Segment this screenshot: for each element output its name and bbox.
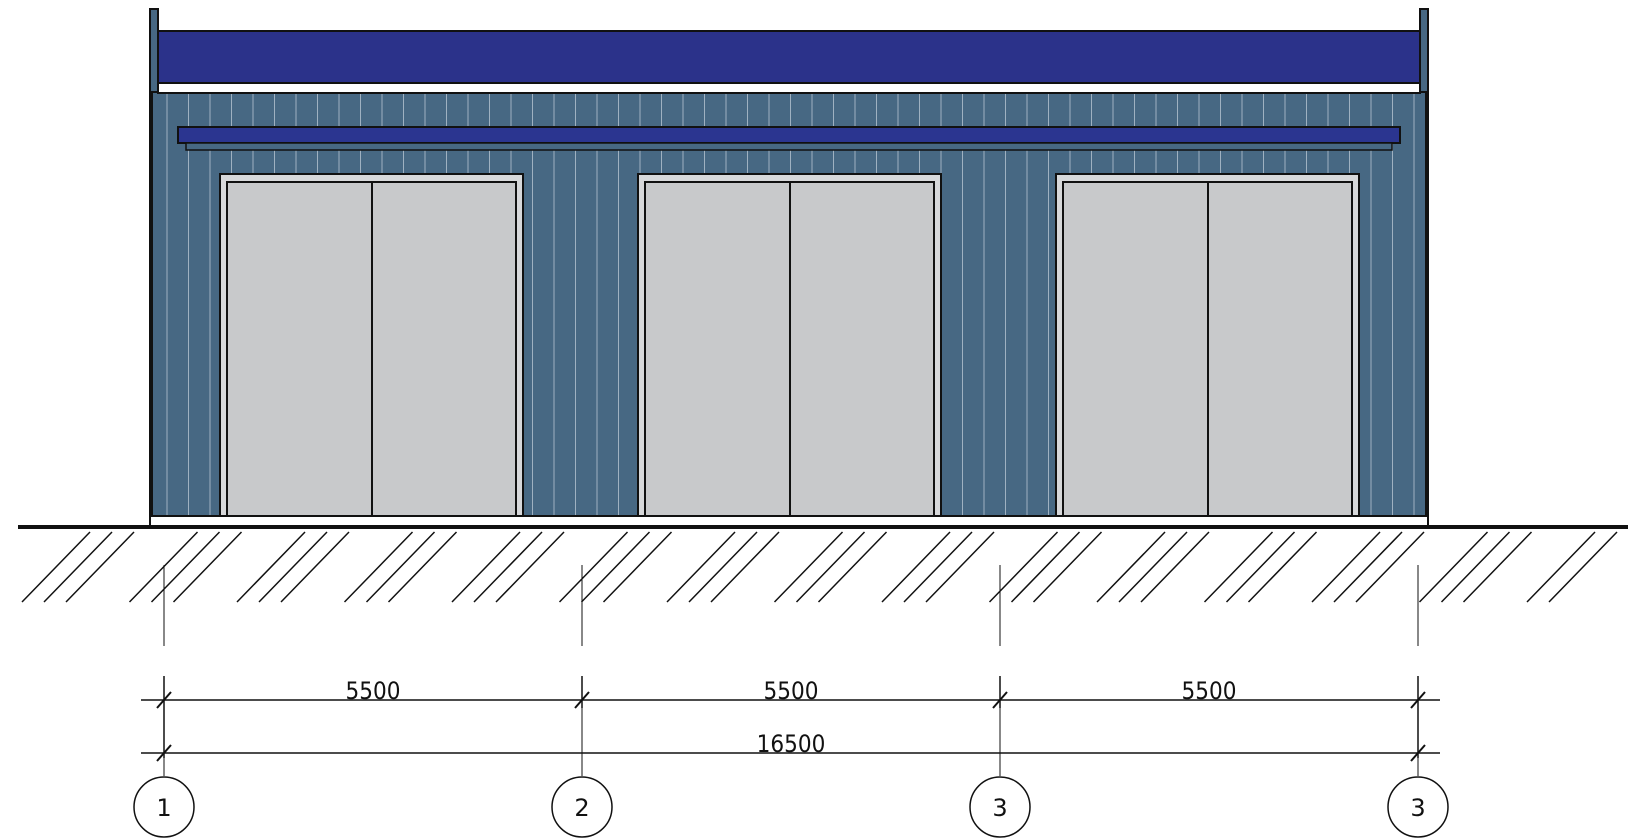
hatch-line (1333, 531, 1403, 603)
hatch-line (710, 531, 780, 603)
hatch-line (150, 531, 221, 603)
hatch-line (795, 531, 866, 603)
hatch-line (387, 531, 458, 603)
hatch-line (1203, 531, 1274, 603)
hatch-line (903, 531, 973, 603)
hatch-line (1355, 531, 1425, 603)
axis-label-4: 3 (1410, 794, 1425, 822)
hatch-line (1225, 531, 1296, 603)
axis-marker-1 (133, 776, 195, 838)
hatch-line (1418, 531, 1489, 603)
hatch-line (881, 531, 951, 603)
axis-label-2: 2 (574, 794, 589, 822)
hatch-line (65, 531, 135, 603)
hatch-line (1118, 531, 1188, 603)
hatch-line (1311, 531, 1381, 603)
hatch-line (1247, 531, 1318, 603)
span-1-label: 5500 (346, 677, 401, 705)
hatch-line (988, 531, 1059, 603)
span-3-label: 5500 (1182, 677, 1237, 705)
door-leaf-right (371, 181, 517, 517)
hatch-line (558, 531, 629, 603)
hatch-line (925, 531, 995, 603)
hatch-line (236, 531, 306, 603)
hatch-line (258, 531, 328, 603)
axis-label-3: 3 (992, 794, 1007, 822)
hatch-line (21, 531, 91, 603)
hatch-line (451, 531, 521, 603)
canopy-soffit (185, 142, 1393, 151)
hatch-line (602, 531, 673, 603)
door-leaf-left (1062, 181, 1209, 517)
door-3 (1055, 173, 1360, 517)
canopy-band (177, 126, 1401, 144)
hatch-line (1526, 531, 1596, 603)
building (149, 8, 1429, 528)
hatch-line (43, 531, 113, 603)
hatch-line (688, 531, 758, 603)
axis-marker-2 (551, 776, 613, 838)
parapet-flashing (157, 82, 1421, 94)
overall-dimension-label: 16500 (757, 730, 826, 758)
hatch-line (1548, 531, 1618, 603)
hatch-line (817, 531, 888, 603)
hatch-line (1440, 531, 1511, 603)
axis-markers: 1 2 3 3 (133, 776, 1449, 838)
hatch-line (1462, 531, 1533, 603)
dimension-overall: 16500 (141, 730, 1440, 762)
door-2 (637, 173, 942, 517)
axis-marker-4 (1387, 776, 1449, 838)
axis-label-1: 1 (156, 794, 171, 822)
hatch-line (666, 531, 736, 603)
door-leaf-right (1207, 181, 1353, 517)
door-1 (219, 173, 524, 517)
hatch-line (473, 531, 543, 603)
axis-marker-3 (969, 776, 1031, 838)
parapet-band (157, 30, 1421, 84)
span-2-label: 5500 (764, 677, 819, 705)
dimension-chain-spans: 5500 5500 5500 (141, 676, 1440, 758)
hatch-line (580, 531, 651, 603)
hatch-line (495, 531, 565, 603)
hatch-line (1096, 531, 1166, 603)
hatch-line (343, 531, 414, 603)
hatch-line (1010, 531, 1081, 603)
hatch-line (365, 531, 436, 603)
ground-hatching (21, 531, 1618, 603)
hatch-line (172, 531, 243, 603)
door-leaf-left (644, 181, 791, 517)
door-leaf-left (226, 181, 373, 517)
hatch-line (1032, 531, 1103, 603)
axis-lines (163, 565, 1419, 776)
hatch-line (1140, 531, 1210, 603)
hatch-line (773, 531, 844, 603)
door-leaf-right (789, 181, 935, 517)
hatch-line (280, 531, 350, 603)
